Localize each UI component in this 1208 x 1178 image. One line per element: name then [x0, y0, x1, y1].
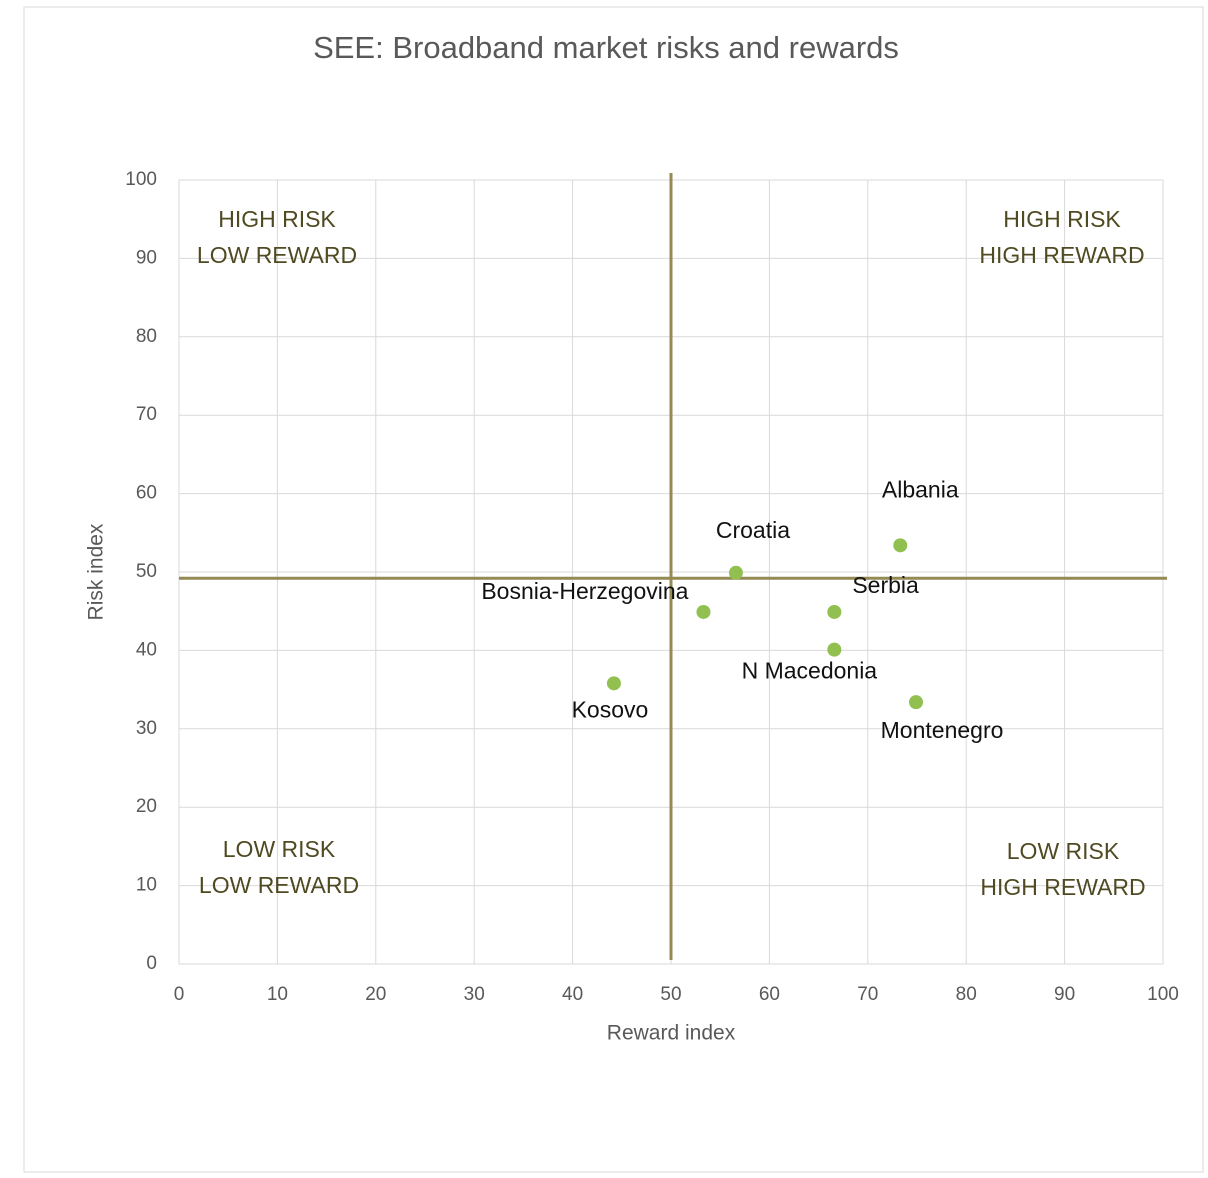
point-label: Bosnia-Herzegovina: [481, 578, 688, 604]
point-label: Montenegro: [881, 717, 1004, 743]
y-tick-label: 80: [136, 326, 157, 347]
data-point: [606, 676, 621, 691]
data-point: [827, 642, 842, 657]
x-tick-label: 70: [857, 984, 878, 1005]
point-label: N Macedonia: [742, 658, 878, 684]
y-tick-label: 20: [136, 796, 157, 817]
x-tick-label: 50: [660, 984, 681, 1005]
x-tick-label: 100: [1147, 984, 1179, 1005]
quadrant-label: LOW RISK: [1007, 838, 1120, 864]
quadrant-label: HIGH RISK: [1003, 206, 1121, 232]
point-label: Serbia: [852, 572, 919, 598]
y-tick-label: 30: [136, 718, 157, 739]
y-tick-label: 40: [136, 639, 157, 660]
y-tick-label: 90: [136, 247, 157, 268]
data-point: [696, 604, 711, 619]
chart-frame: [23, 6, 1204, 1173]
y-tick-label: 10: [136, 875, 157, 896]
y-tick-label: 70: [136, 404, 157, 425]
data-point: [728, 565, 743, 580]
x-tick-label: 90: [1054, 984, 1075, 1005]
x-tick-label: 30: [464, 984, 485, 1005]
data-point: [827, 604, 842, 619]
point-label: Croatia: [716, 517, 790, 543]
data-point: [909, 695, 924, 710]
quadrant-label: HIGH RISK: [218, 206, 336, 232]
x-axis-label: Reward index: [607, 1022, 736, 1045]
data-point: [893, 538, 908, 553]
y-tick-label: 0: [146, 953, 157, 974]
point-label: Albania: [882, 476, 959, 502]
quadrant-label: LOW REWARD: [199, 872, 359, 898]
x-tick-label: 20: [365, 984, 386, 1005]
quadrant-label: LOW REWARD: [197, 242, 357, 268]
quadrant-label: HIGH REWARD: [980, 874, 1145, 900]
x-tick-label: 0: [174, 984, 185, 1005]
quadrant-label: HIGH REWARD: [979, 242, 1144, 268]
y-tick-label: 50: [136, 561, 157, 582]
x-tick-label: 40: [562, 984, 583, 1005]
x-tick-label: 80: [956, 984, 977, 1005]
y-axis-label: Risk index: [85, 523, 108, 620]
y-tick-label: 100: [125, 169, 157, 190]
x-tick-label: 60: [759, 984, 780, 1005]
chart-title: SEE: Broadband market risks and rewards: [313, 30, 899, 65]
y-tick-label: 60: [136, 483, 157, 504]
point-label: Kosovo: [572, 696, 649, 722]
quadrant-label: LOW RISK: [223, 836, 336, 862]
x-tick-label: 10: [267, 984, 288, 1005]
